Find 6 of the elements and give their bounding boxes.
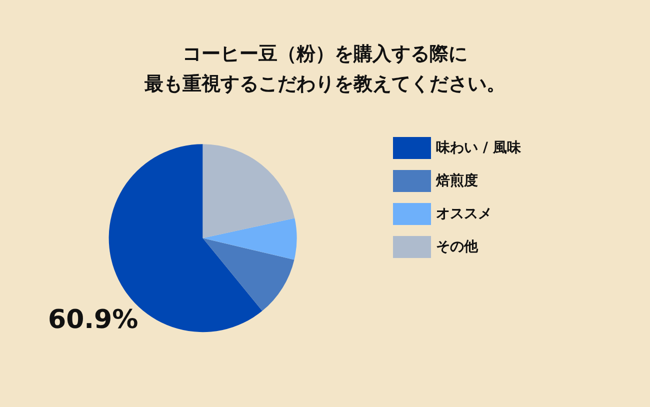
legend-label: その他 — [436, 239, 479, 255]
legend-label: オススメ — [436, 206, 492, 222]
legend-label: 焙煎度 — [435, 172, 478, 189]
chart-title: コーヒー豆（粉）を購入する際に最も重視するこだわりを教えてください。 — [144, 43, 506, 95]
data-label: 60.9% — [48, 305, 138, 335]
legend-label: 味わい / 風味 — [436, 140, 522, 156]
